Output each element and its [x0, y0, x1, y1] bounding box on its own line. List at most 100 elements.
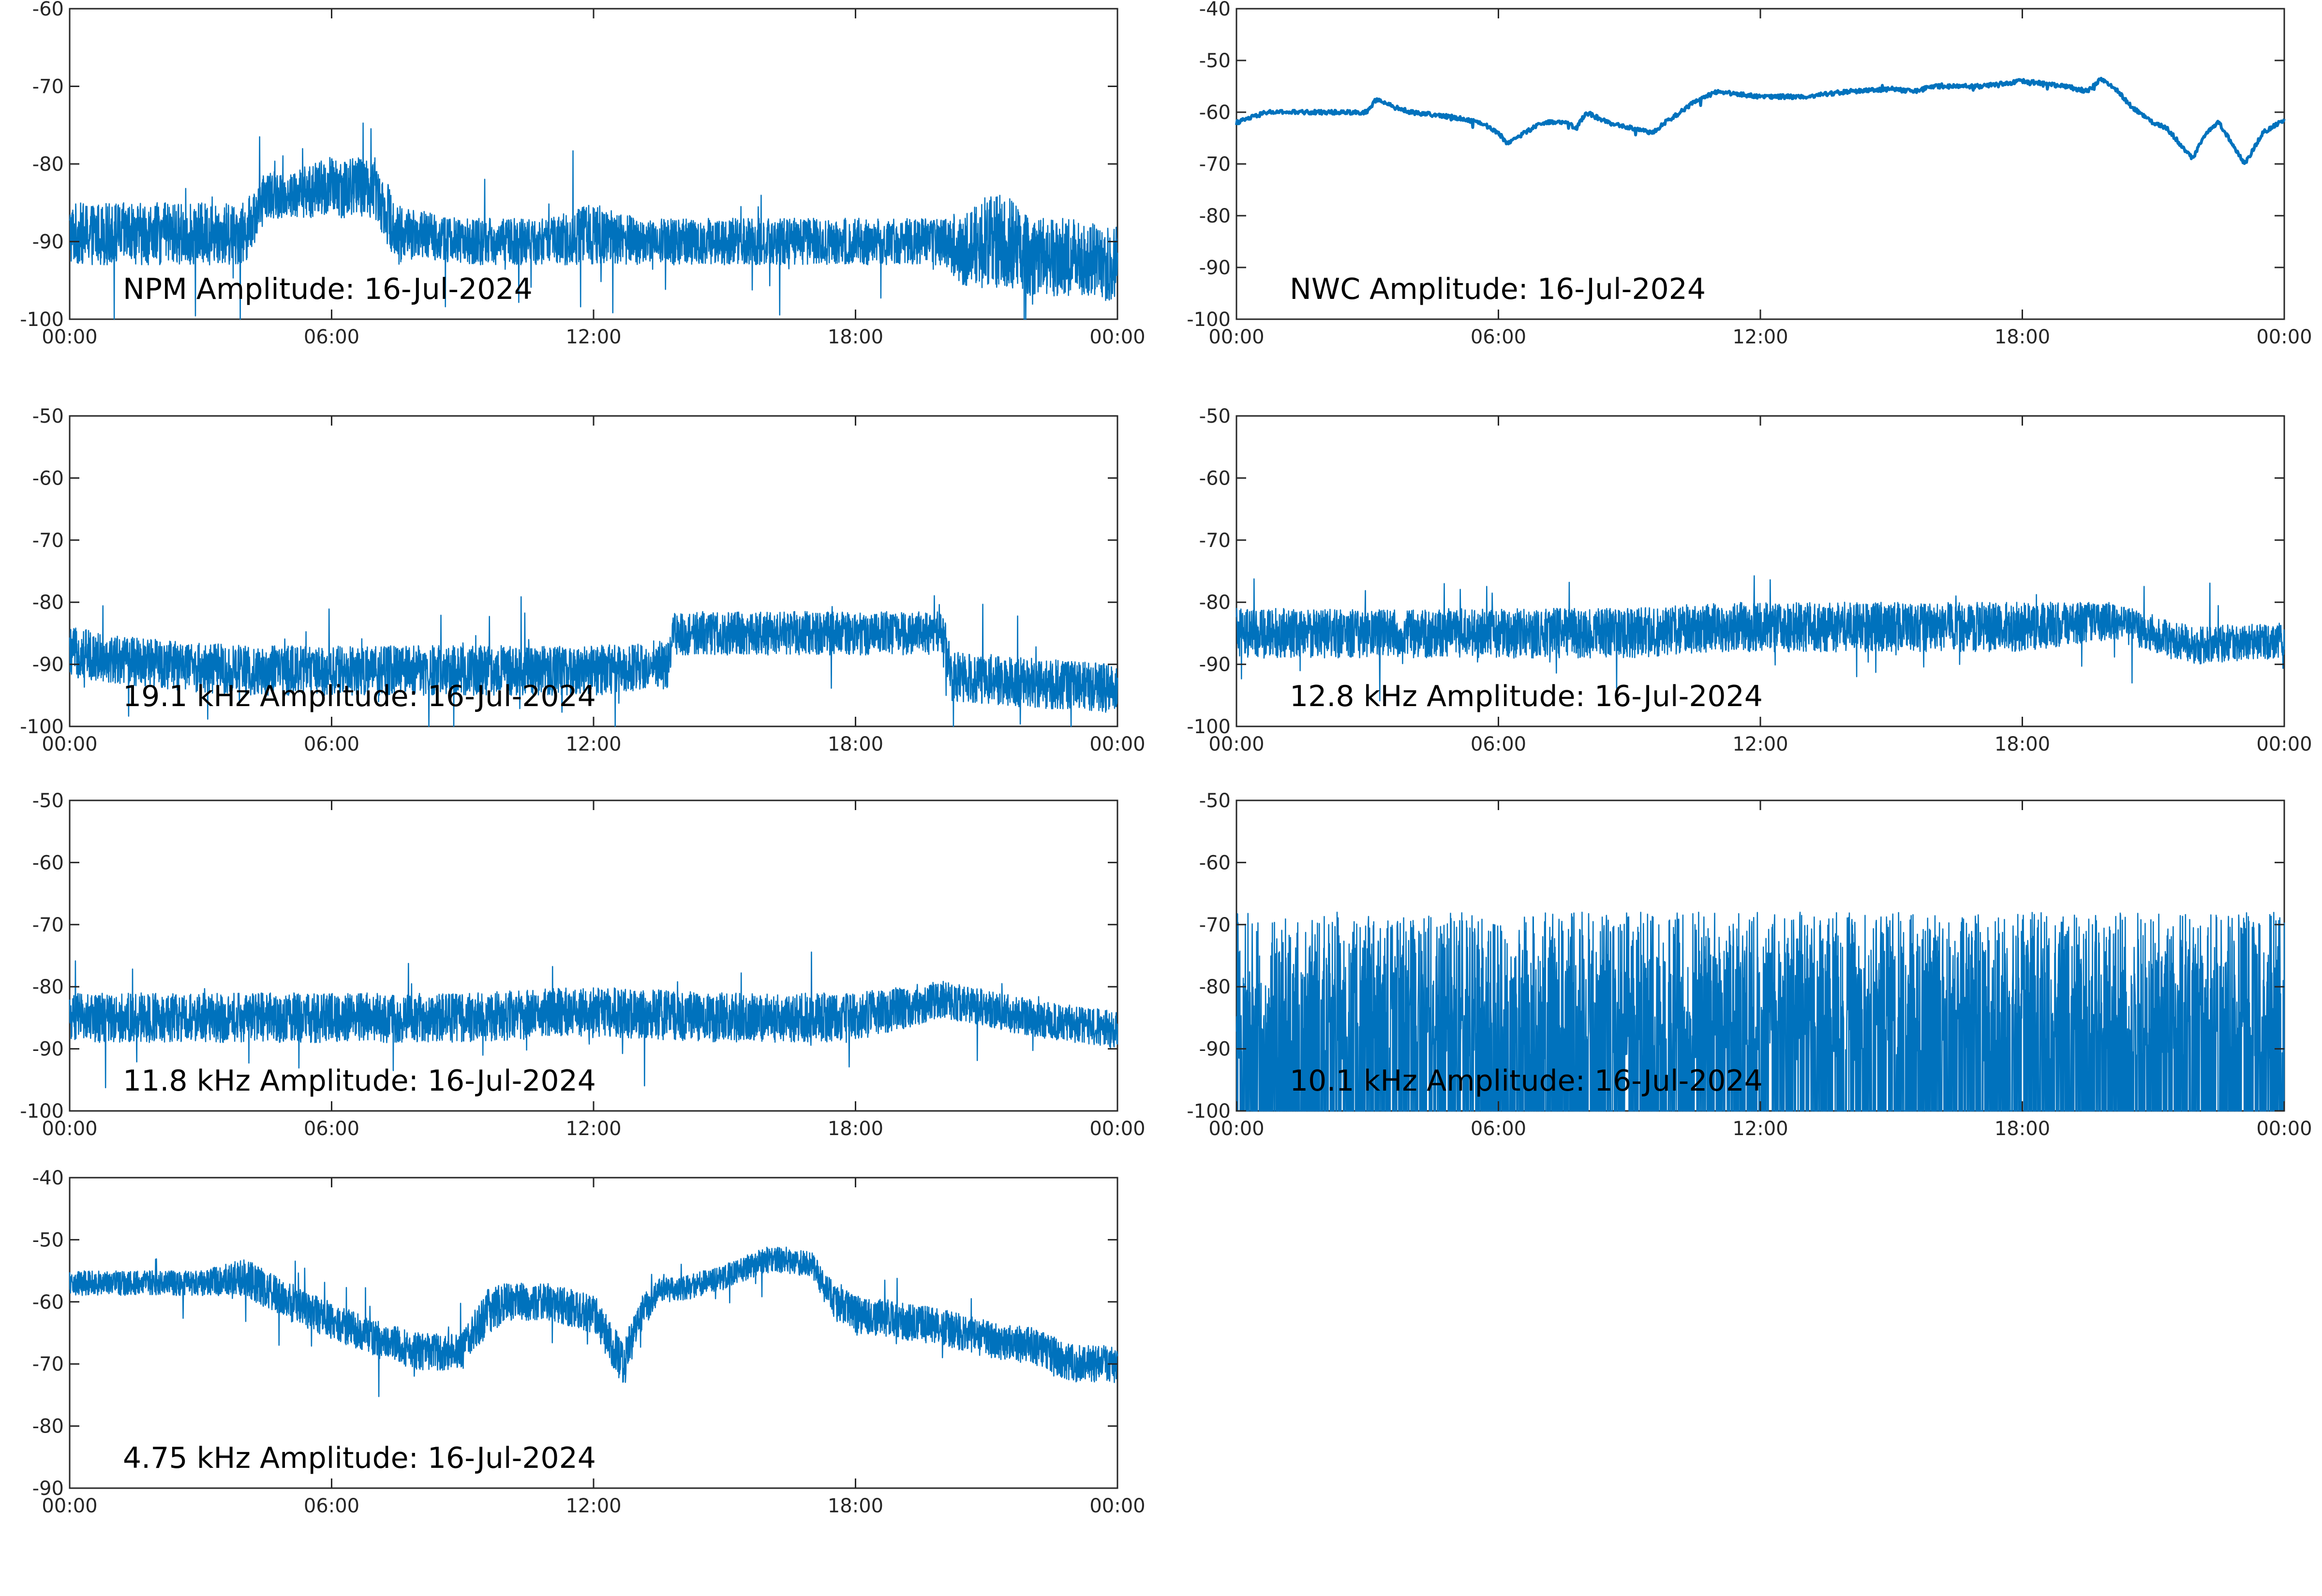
y-tick-label: -60	[32, 852, 64, 874]
y-tick-label: -100	[20, 716, 64, 738]
x-tick-label: 06:00	[304, 326, 359, 348]
panel-title: 12.8 kHz Amplitude: 16-Jul-2024	[1290, 680, 1763, 713]
y-tick-label: -90	[1199, 1038, 1231, 1061]
y-tick-label: -70	[1199, 914, 1231, 936]
y-tick-label: -50	[1199, 405, 1231, 428]
x-tick-label: 12:00	[1732, 1118, 1788, 1140]
panel-title: 4.75 kHz Amplitude: 16-Jul-2024	[123, 1441, 596, 1475]
x-tick-label: 06:00	[304, 1118, 359, 1140]
x-tick-label: 18:00	[1995, 1118, 2050, 1140]
y-tick-label: -80	[1199, 591, 1231, 614]
x-tick-label: 06:00	[1471, 1118, 1526, 1140]
series-line	[1235, 575, 2285, 702]
series-line	[69, 122, 1118, 320]
y-tick-label: -90	[32, 1038, 64, 1061]
x-tick-label: 00:00	[1089, 733, 1145, 755]
x-tick-label: 00:00	[1208, 326, 1264, 348]
x-tick-label: 12:00	[566, 1118, 621, 1140]
y-tick-label: -50	[32, 405, 64, 428]
x-tick-label: 00:00	[2256, 326, 2312, 348]
y-tick-label: -100	[20, 309, 64, 331]
x-tick-label: 18:00	[1995, 733, 2050, 755]
x-tick-label: 12:00	[566, 733, 621, 755]
x-tick-label: 06:00	[1471, 326, 1526, 348]
x-tick-label: 06:00	[1471, 733, 1526, 755]
y-tick-label: -80	[1199, 205, 1231, 227]
y-tick-label: -70	[32, 914, 64, 936]
y-tick-label: -60	[1199, 102, 1231, 124]
y-tick-label: -60	[32, 0, 64, 20]
x-tick-label: 18:00	[828, 1495, 883, 1517]
series-line	[69, 1246, 1118, 1397]
y-tick-label: -40	[1199, 0, 1231, 20]
y-tick-label: -60	[32, 1291, 64, 1314]
x-tick-label: 00:00	[2256, 733, 2312, 755]
y-tick-label: -80	[32, 976, 64, 998]
y-tick-label: -50	[1199, 50, 1231, 72]
panel-title: 19.1 kHz Amplitude: 16-Jul-2024	[123, 680, 596, 713]
x-tick-label: 18:00	[1995, 326, 2050, 348]
x-tick-label: 18:00	[828, 733, 883, 755]
x-tick-label: 00:00	[1089, 326, 1145, 348]
y-tick-label: -90	[1199, 257, 1231, 279]
x-tick-label: 12:00	[1732, 326, 1788, 348]
panel-title: NWC Amplitude: 16-Jul-2024	[1290, 272, 1706, 306]
y-tick-label: -90	[32, 654, 64, 676]
x-tick-label: 00:00	[1208, 1118, 1264, 1140]
axes-frame	[69, 8, 1118, 320]
y-tick-label: -80	[32, 591, 64, 614]
panel-title: 11.8 kHz Amplitude: 16-Jul-2024	[123, 1064, 596, 1098]
x-tick-label: 18:00	[828, 326, 883, 348]
x-tick-label: 00:00	[1208, 733, 1264, 755]
y-tick-label: -100	[1187, 716, 1231, 738]
x-tick-label: 00:00	[2256, 1118, 2312, 1140]
y-tick-label: -100	[20, 1100, 64, 1123]
x-tick-label: 00:00	[42, 326, 97, 348]
x-tick-label: 06:00	[304, 1495, 359, 1517]
y-tick-label: -100	[1187, 1100, 1231, 1123]
y-tick-label: -80	[32, 153, 64, 176]
y-tick-label: -90	[32, 1478, 64, 1500]
y-tick-label: -50	[1199, 790, 1231, 812]
y-tick-label: -70	[1199, 530, 1231, 552]
series-line	[69, 595, 1118, 727]
y-tick-label: -80	[32, 1416, 64, 1438]
x-tick-label: 12:00	[1732, 733, 1788, 755]
y-tick-label: -40	[32, 1167, 64, 1189]
y-tick-label: -60	[1199, 467, 1231, 489]
x-tick-label: 00:00	[1089, 1118, 1145, 1140]
x-tick-label: 12:00	[566, 326, 621, 348]
y-tick-label: -70	[32, 76, 64, 98]
y-tick-label: -90	[32, 231, 64, 253]
y-tick-label: -90	[1199, 654, 1231, 676]
x-tick-label: 06:00	[304, 733, 359, 755]
y-tick-label: -50	[32, 1229, 64, 1251]
x-tick-label: 18:00	[828, 1118, 883, 1140]
series-line	[69, 951, 1118, 1089]
x-tick-label: 00:00	[1089, 1495, 1145, 1517]
y-tick-label: -70	[1199, 153, 1231, 176]
y-tick-label: -60	[32, 467, 64, 489]
y-tick-label: -70	[32, 1353, 64, 1375]
x-tick-label: 12:00	[566, 1495, 621, 1517]
y-tick-label: -60	[1199, 852, 1231, 874]
panel-title: 10.1 kHz Amplitude: 16-Jul-2024	[1290, 1064, 1763, 1098]
x-tick-label: 00:00	[42, 1118, 97, 1140]
y-tick-label: -100	[1187, 309, 1231, 331]
x-tick-label: 00:00	[42, 733, 97, 755]
series-line	[1235, 76, 2286, 165]
axes-frame	[69, 799, 1118, 1112]
y-tick-label: -50	[32, 790, 64, 812]
x-tick-label: 00:00	[42, 1495, 97, 1517]
axes-frame	[1235, 8, 2285, 320]
y-tick-label: -70	[32, 530, 64, 552]
y-tick-label: -80	[1199, 976, 1231, 998]
